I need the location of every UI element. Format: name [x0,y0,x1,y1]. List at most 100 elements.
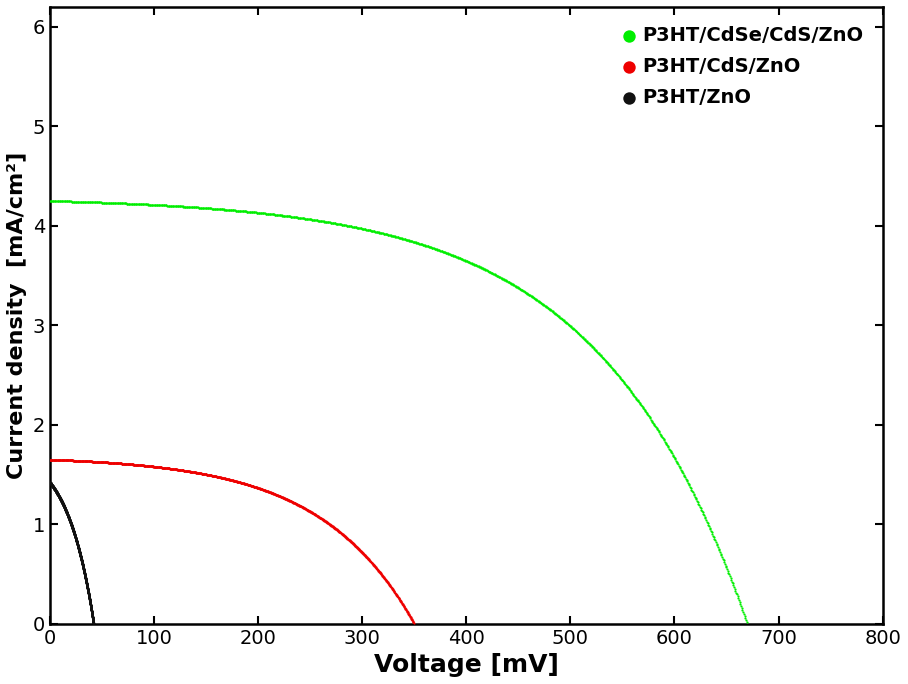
Point [79,577,94,588]
Point [400,607,415,618]
Point [63,515,77,526]
Point [399,604,413,615]
Point [407,618,421,629]
Point [642,411,656,422]
Point [363,556,378,567]
Point [69,534,84,545]
Point [47,484,62,495]
Point [273,491,288,502]
Point [593,350,607,360]
Point [54,497,69,508]
Point [54,495,68,505]
Point [291,499,306,510]
Point [401,608,416,619]
Point [541,303,556,314]
Point [156,462,171,473]
Point [54,497,69,508]
Point [70,539,84,550]
Point [293,213,308,224]
Point [57,196,72,207]
Point [83,593,97,604]
Point [75,561,90,572]
Point [288,498,302,509]
Point [49,487,64,498]
Point [115,458,130,469]
Point [291,212,306,223]
Point [357,224,371,235]
Point [51,489,65,500]
Point [298,503,312,514]
Point [534,298,548,308]
Point [59,507,74,518]
Point [733,598,747,609]
Point [198,202,212,213]
Point [377,572,391,583]
Point [165,464,180,475]
Point [77,567,92,578]
Point [214,472,229,483]
Point [57,501,72,512]
Point [78,574,93,585]
Point [291,499,305,510]
Point [235,477,250,488]
Point [74,554,89,565]
Point [421,241,436,252]
Point [229,476,243,487]
Point [294,213,309,224]
Point [60,508,74,518]
Point [327,218,341,228]
Point [691,498,706,509]
Point [54,495,68,506]
Point [52,492,66,503]
Point [132,198,146,209]
Point [359,224,373,235]
Point [44,479,58,490]
Point [44,479,58,490]
Point [570,327,585,338]
Point [69,535,84,546]
Point [72,456,86,466]
Point [468,259,482,270]
Point [171,464,185,475]
Point [660,440,675,451]
Point [67,529,82,540]
Point [59,507,74,518]
Point [584,340,598,351]
Point [57,503,72,514]
Point [73,548,87,559]
Point [75,196,90,207]
Point [61,510,75,521]
Point [66,525,81,536]
Point [75,557,90,568]
Point [616,376,630,386]
Point [651,425,666,436]
Point [363,556,378,567]
Point [114,458,129,469]
Point [153,200,167,211]
Point [212,472,227,483]
Point [55,196,70,207]
Point [576,332,590,343]
Point [236,206,251,217]
Point [530,295,545,306]
Point [66,455,81,466]
Point [48,486,63,497]
Point [352,223,367,234]
Point [44,454,59,465]
Point [122,459,136,470]
Point [497,274,511,285]
Point [266,488,281,499]
Point [340,533,354,544]
Point [80,581,94,592]
Point [67,529,82,540]
Point [54,496,69,507]
Point [53,493,67,504]
Point [199,202,213,213]
Point [69,535,84,546]
Point [232,205,247,216]
Point [50,196,64,207]
Point [372,566,387,577]
Point [50,454,64,465]
Point [79,456,94,466]
Point [185,466,200,477]
